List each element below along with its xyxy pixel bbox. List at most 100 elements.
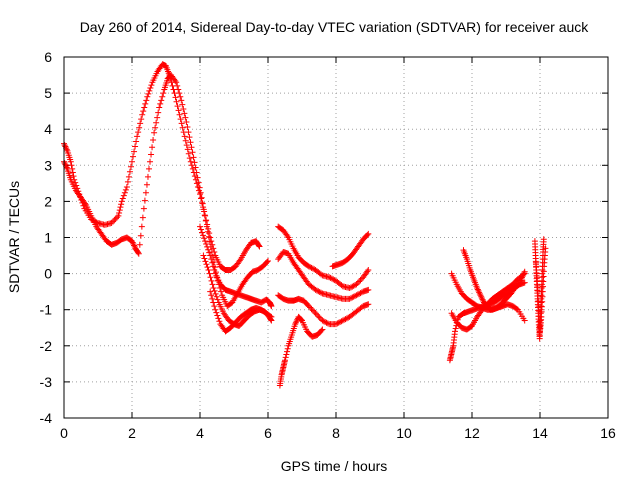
data-point	[475, 287, 482, 294]
data-point	[122, 186, 129, 193]
data-point	[121, 189, 128, 196]
data-point	[267, 313, 274, 320]
data-point	[479, 296, 486, 303]
data-point	[189, 165, 196, 172]
data-point	[213, 293, 220, 300]
y-tick-label: 1	[44, 230, 52, 246]
data-point	[148, 151, 155, 158]
data-point	[138, 223, 145, 230]
data-point	[196, 184, 203, 191]
data-point	[215, 315, 222, 322]
data-point	[146, 165, 152, 172]
data-point	[174, 82, 181, 89]
data-point	[539, 288, 546, 295]
x-tick-label: 2	[128, 425, 136, 441]
data-point	[187, 158, 194, 165]
data-point	[136, 124, 143, 131]
data-point	[212, 306, 219, 313]
data-point	[186, 155, 193, 162]
data-point	[284, 345, 291, 352]
data-point	[182, 114, 189, 121]
data-point	[70, 173, 77, 180]
data-point	[178, 120, 185, 127]
data-point	[211, 303, 218, 310]
data-point	[353, 292, 360, 299]
data-point	[178, 97, 185, 104]
data-point	[183, 142, 190, 149]
data-point	[323, 319, 330, 326]
data-point	[318, 271, 325, 278]
data-point	[297, 316, 304, 323]
data-point	[138, 116, 145, 123]
data-point	[135, 249, 142, 256]
y-tick-label: 5	[44, 85, 52, 101]
data-point	[535, 303, 542, 310]
data-point	[478, 295, 485, 302]
series-arc-12	[448, 270, 528, 333]
data-point	[115, 212, 122, 219]
data-point	[201, 212, 208, 219]
series-arc-10	[329, 230, 372, 270]
data-point	[365, 230, 372, 237]
data-point	[364, 268, 371, 275]
data-point	[118, 198, 125, 205]
data-point	[208, 256, 215, 263]
data-point	[214, 312, 221, 319]
data-point	[142, 189, 149, 196]
plot-frame	[63, 56, 609, 419]
data-point	[207, 252, 214, 259]
data-point	[339, 317, 346, 324]
data-point	[308, 264, 315, 271]
data-point	[123, 183, 130, 190]
data-point	[198, 226, 205, 233]
data-point	[474, 286, 481, 293]
data-point	[324, 320, 331, 327]
data-point	[307, 304, 314, 311]
data-point	[173, 79, 180, 86]
data-point	[149, 144, 156, 151]
data-point	[452, 325, 459, 332]
data-point	[184, 124, 191, 131]
y-tick-label: -3	[40, 374, 53, 390]
data-point	[200, 206, 207, 213]
data-point	[209, 281, 216, 288]
data-point	[139, 214, 146, 221]
data-point	[305, 263, 312, 270]
data-point	[172, 94, 179, 101]
data-point	[176, 111, 183, 118]
data-point	[155, 109, 162, 116]
data-point	[539, 283, 546, 290]
data-point	[147, 85, 154, 92]
data-point	[154, 114, 161, 121]
data-point	[118, 201, 125, 208]
data-point	[209, 259, 216, 266]
data-point	[534, 282, 541, 289]
data-point	[538, 313, 545, 320]
data-point	[315, 288, 322, 295]
data-point	[144, 173, 151, 180]
data-point	[205, 246, 212, 253]
y-tick-label: 6	[44, 49, 52, 65]
data-point	[319, 326, 326, 333]
data-point	[538, 303, 545, 310]
x-tick-label: 10	[396, 425, 412, 441]
data-point	[337, 318, 344, 325]
data-point	[183, 118, 190, 125]
data-point	[354, 279, 361, 286]
data-point	[187, 139, 194, 146]
series-arc-1	[61, 61, 263, 273]
data-point	[119, 195, 126, 202]
data-point	[197, 223, 203, 230]
data-point	[140, 205, 147, 212]
data-point	[263, 259, 270, 266]
x-tick-label: 6	[264, 425, 272, 441]
data-point	[116, 207, 123, 214]
data-point	[347, 284, 354, 291]
data-point	[349, 283, 356, 290]
data-point	[182, 137, 189, 144]
data-point	[202, 258, 209, 265]
data-point	[137, 120, 144, 127]
data-point	[150, 137, 157, 144]
data-point	[209, 295, 216, 302]
